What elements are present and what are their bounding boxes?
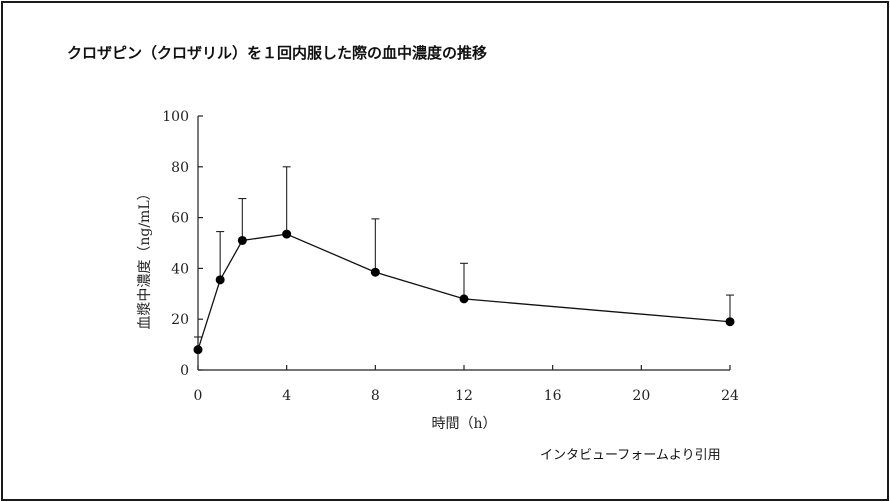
x-tick-label: 12 [455,388,473,404]
slide-title: クロザピン（クロザリル）を１回内服した際の血中濃度の推移 [67,44,488,62]
data-point [370,267,380,277]
data-point [725,317,735,327]
data-point [282,229,292,239]
x-axis-label: 時間（h） [431,416,496,432]
y-axis-label: 血漿中濃度（ng/mL） [137,186,153,329]
x-tick-label: 20 [632,388,650,404]
y-tick-label: 60 [171,211,189,227]
chart-axes [197,116,730,371]
y-tick-label: 0 [180,363,189,379]
y-tick-label: 40 [171,261,189,277]
data-point [215,275,225,285]
source-citation: インタビューフォームより引用 [540,448,721,463]
chart-ticks: 0 20 40 60 80 100 0 4 8 12 16 20 24 [162,109,739,404]
chart-error-bars [194,166,734,350]
y-tick-label: 20 [171,312,189,328]
x-tick-label: 4 [282,388,291,404]
data-point [237,235,247,245]
y-tick-label: 100 [162,109,189,125]
data-point [459,294,469,304]
x-tick-label: 24 [721,388,739,404]
x-tick-label: 16 [544,388,562,404]
chart-series [193,229,735,355]
x-tick-label: 8 [371,388,380,404]
x-tick-label: 0 [194,388,203,404]
data-point [193,345,203,355]
y-tick-label: 80 [171,160,189,176]
